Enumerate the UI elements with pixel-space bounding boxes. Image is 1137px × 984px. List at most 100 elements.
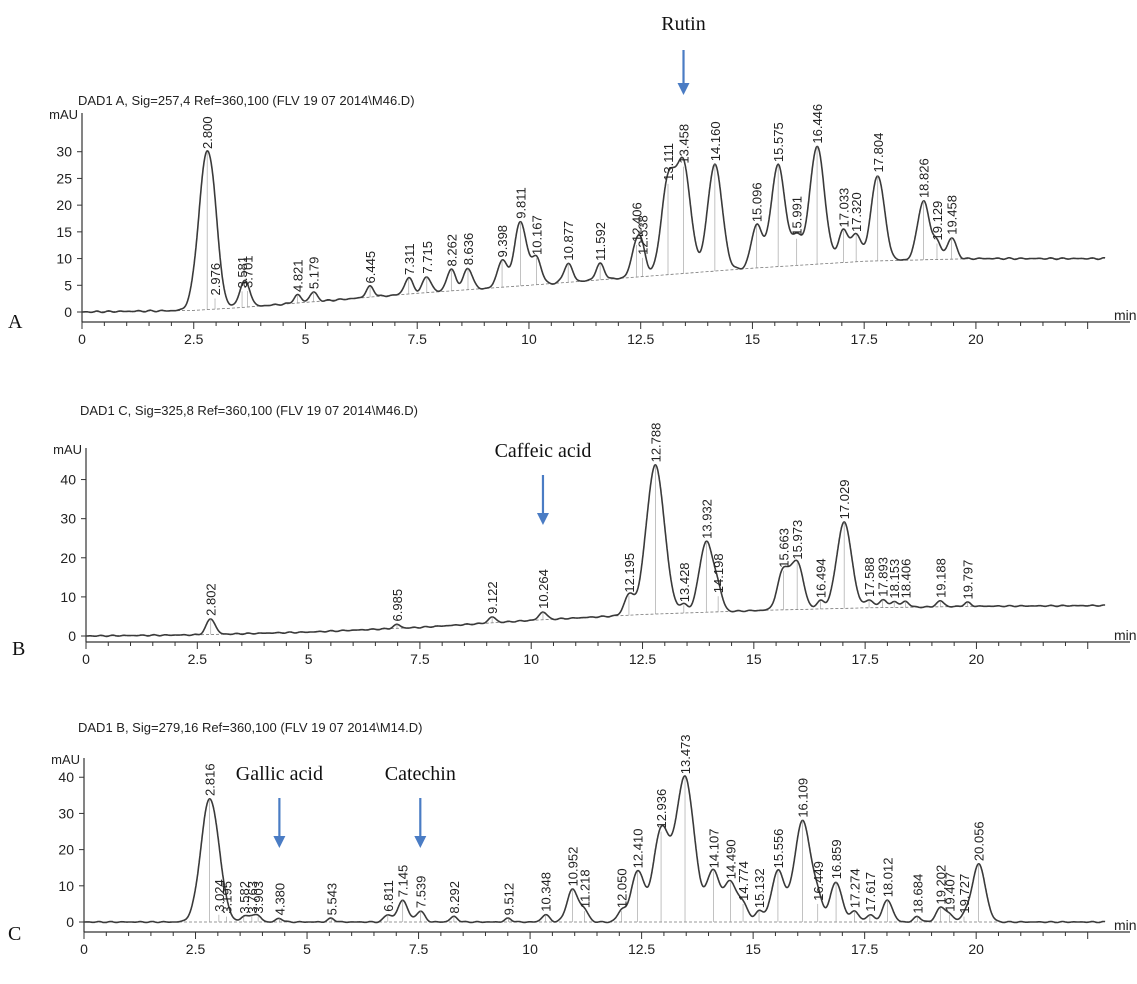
peak-label: 3.763 (245, 881, 260, 914)
peak-label: 17.617 (863, 872, 878, 912)
peak-label: 10.264 (536, 569, 551, 609)
peak-label: 16.494 (813, 558, 828, 598)
peak-label: 18.012 (880, 858, 895, 898)
peak-label: 9.122 (485, 581, 500, 614)
peak-label: 15.556 (771, 829, 786, 869)
peak-label: 11.592 (593, 222, 608, 261)
chromatogram-trace (84, 775, 1106, 924)
peak-label: 16.446 (810, 104, 825, 144)
y-tick-label: 15 (56, 224, 72, 240)
peak-label: 13.473 (678, 734, 693, 774)
peak-label: 15.096 (750, 182, 765, 222)
peak-label: 8.292 (447, 881, 462, 914)
peak-label: 19.458 (945, 195, 960, 235)
peak-label: 12.538 (635, 215, 650, 255)
peak-label: 6.811 (381, 880, 396, 912)
y-tick-label: 0 (68, 628, 76, 644)
integration-baseline (81, 258, 1102, 313)
peak-label: 12.050 (615, 868, 630, 908)
x-tick-label: 15 (745, 331, 761, 347)
peak-label: 9.398 (495, 225, 510, 258)
peak-label: 14.198 (711, 553, 726, 593)
x-tick-label: 20 (968, 941, 984, 957)
x-tick-label: 17.5 (851, 941, 878, 957)
panel-label: B (12, 638, 25, 660)
chromatogram-panel-a: DAD1 A, Sig=257,4 Ref=360,100 (FLV 19 07… (8, 13, 1137, 347)
y-tick-label: 10 (56, 251, 72, 267)
x-axis-label: min (1114, 917, 1137, 933)
peak-label: 9.512 (501, 883, 516, 916)
x-tick-label: 0 (80, 941, 88, 957)
x-tick-label: 12.5 (627, 331, 654, 347)
peak-label: 19.188 (933, 558, 948, 598)
peak-label: 13.428 (677, 562, 692, 602)
peak-label: 9.811 (514, 187, 529, 219)
peak-label: 10.167 (529, 215, 544, 255)
peak-label: 2.976 (208, 263, 223, 296)
x-tick-label: 17.5 (851, 331, 878, 347)
panel-label: A (8, 311, 23, 333)
peak-label: 18.826 (916, 158, 931, 198)
y-tick-label: 0 (64, 304, 72, 320)
peak-label: 3.581 (235, 256, 250, 289)
peak-label: 14.160 (708, 121, 723, 161)
y-tick-label: 25 (56, 170, 72, 186)
peak-label: 3.582 (237, 881, 252, 914)
x-tick-label: 15 (745, 941, 761, 957)
peak-label: 7.539 (413, 876, 428, 909)
peak-label: 11.218 (577, 869, 592, 908)
y-axis-label: mAU (49, 107, 78, 122)
peak-label: 7.311 (402, 243, 417, 275)
peak-label: 17.029 (837, 480, 852, 520)
peak-label: 15.132 (752, 868, 767, 908)
x-tick-label: 20 (969, 651, 985, 667)
x-axis-label: min (1114, 627, 1137, 643)
x-tick-label: 0 (82, 651, 90, 667)
y-tick-label: 20 (58, 842, 74, 858)
y-tick-label: 10 (58, 878, 74, 894)
peak-label: 3.024 (212, 879, 227, 912)
peak-label: 12.406 (629, 202, 644, 242)
peak-label: 10.877 (561, 221, 576, 261)
x-tick-label: 7.5 (410, 651, 430, 667)
panel-header: DAD1 C, Sig=325,8 Ref=360,100 (FLV 19 07… (80, 403, 418, 418)
peak-label: 18.406 (898, 559, 913, 599)
annotation-arrow-head (414, 836, 427, 848)
peak-label: 16.449 (811, 861, 826, 901)
peak-label: 14.107 (706, 829, 721, 869)
chromatogram-panel-c: DAD1 B, Sig=279,16 Ref=360,100 (FLV 19 0… (8, 720, 1137, 957)
x-tick-label: 12.5 (629, 651, 656, 667)
peak-label: 6.985 (390, 589, 405, 622)
peak-label: 18.153 (887, 559, 902, 599)
x-tick-label: 10 (523, 651, 539, 667)
y-tick-label: 40 (60, 472, 76, 488)
compound-annotation: Rutin (661, 13, 705, 35)
x-tick-label: 2.5 (184, 331, 204, 347)
x-tick-label: 5 (305, 651, 313, 667)
x-tick-label: 20 (968, 331, 984, 347)
peak-label: 19.407 (943, 872, 958, 912)
peak-label: 18.684 (910, 874, 925, 914)
peak-label: 16.859 (829, 839, 844, 879)
y-tick-label: 0 (66, 914, 74, 930)
peak-label: 17.320 (849, 192, 864, 232)
peak-label: 14.774 (736, 861, 751, 901)
peak-label: 12.788 (648, 423, 663, 463)
peak-label: 12.195 (622, 553, 637, 593)
peak-label: 10.348 (539, 872, 554, 912)
peak-label: 12.936 (654, 789, 669, 829)
y-tick-label: 30 (58, 805, 74, 821)
y-tick-label: 10 (60, 589, 76, 605)
peak-label: 16.109 (796, 778, 811, 818)
peak-label: 3.195 (220, 881, 235, 914)
y-tick-label: 30 (60, 511, 76, 527)
peak-label: 15.663 (776, 528, 791, 568)
peak-label: 19.202 (934, 865, 949, 905)
x-tick-label: 7.5 (407, 331, 427, 347)
y-tick-label: 20 (60, 550, 76, 566)
x-tick-label: 10 (522, 941, 538, 957)
peak-label: 17.804 (871, 133, 886, 173)
y-tick-label: 5 (64, 277, 72, 293)
peak-label: 3.701 (240, 255, 255, 288)
annotation-arrow-head (536, 513, 549, 525)
